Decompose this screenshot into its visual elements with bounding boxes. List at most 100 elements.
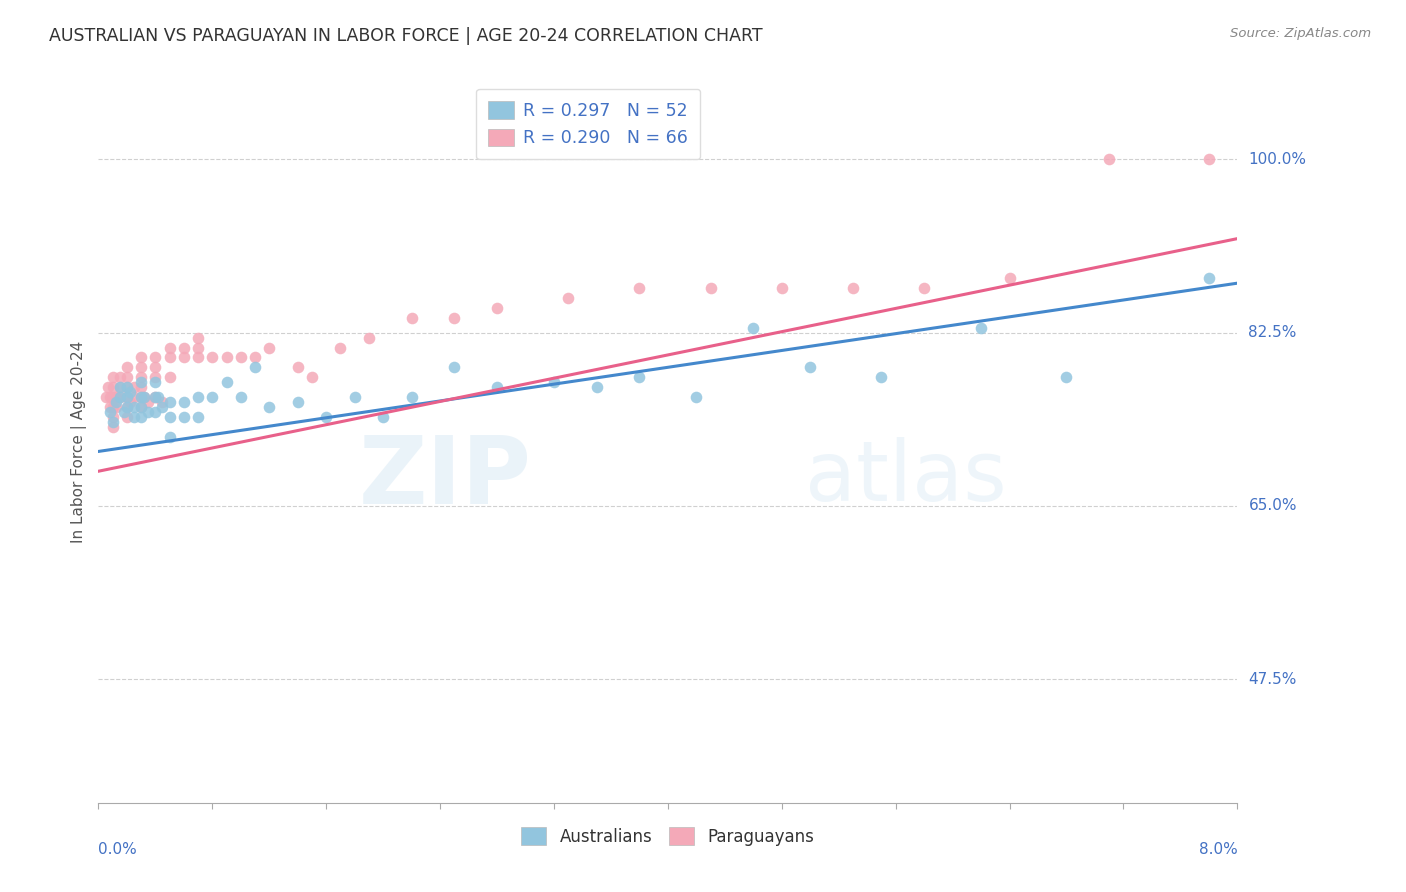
Point bbox=[173, 409, 195, 424]
Point bbox=[115, 380, 138, 394]
Point bbox=[129, 375, 152, 389]
Point bbox=[486, 380, 509, 394]
Point bbox=[129, 390, 152, 404]
Point bbox=[145, 370, 167, 384]
Point bbox=[101, 409, 124, 424]
Point bbox=[1198, 271, 1220, 285]
Point bbox=[201, 390, 224, 404]
Point bbox=[122, 380, 145, 394]
Point bbox=[159, 341, 181, 355]
Point bbox=[101, 380, 124, 394]
Point bbox=[108, 380, 131, 394]
Point bbox=[104, 400, 127, 414]
Point bbox=[912, 281, 935, 295]
Point bbox=[94, 390, 117, 404]
Point bbox=[187, 341, 209, 355]
Text: atlas: atlas bbox=[804, 437, 1007, 518]
Point bbox=[115, 409, 138, 424]
Point bbox=[101, 370, 124, 384]
Point bbox=[443, 360, 465, 375]
Point bbox=[215, 351, 238, 365]
Point bbox=[329, 341, 352, 355]
Point bbox=[145, 351, 167, 365]
Point bbox=[229, 351, 252, 365]
Point bbox=[118, 395, 141, 409]
Point bbox=[357, 330, 380, 344]
Point bbox=[243, 351, 266, 365]
Point bbox=[136, 395, 159, 409]
Point bbox=[1198, 153, 1220, 167]
Point bbox=[129, 409, 152, 424]
Point bbox=[259, 400, 281, 414]
Point bbox=[1098, 153, 1121, 167]
Point bbox=[98, 400, 121, 414]
Point bbox=[343, 390, 366, 404]
Text: ZIP: ZIP bbox=[359, 432, 531, 524]
Point bbox=[115, 370, 138, 384]
Point bbox=[770, 281, 793, 295]
Point bbox=[108, 390, 131, 404]
Point bbox=[159, 409, 181, 424]
Point bbox=[301, 370, 323, 384]
Point bbox=[159, 351, 181, 365]
Point bbox=[145, 405, 167, 419]
Point bbox=[129, 360, 152, 375]
Point bbox=[118, 385, 141, 400]
Point bbox=[401, 310, 423, 325]
Text: 65.0%: 65.0% bbox=[1249, 499, 1296, 514]
Legend: Australians, Paraguayans: Australians, Paraguayans bbox=[515, 821, 821, 852]
Point bbox=[998, 271, 1021, 285]
Point bbox=[159, 429, 181, 443]
Point bbox=[104, 390, 127, 404]
Point bbox=[173, 341, 195, 355]
Point bbox=[187, 409, 209, 424]
Point bbox=[122, 409, 145, 424]
Point bbox=[742, 320, 765, 334]
Point bbox=[259, 341, 281, 355]
Point bbox=[108, 390, 131, 404]
Point bbox=[201, 351, 224, 365]
Point bbox=[187, 390, 209, 404]
Point bbox=[132, 390, 155, 404]
Point bbox=[173, 395, 195, 409]
Point bbox=[371, 409, 394, 424]
Point bbox=[699, 281, 721, 295]
Point bbox=[132, 390, 155, 404]
Point bbox=[799, 360, 821, 375]
Point bbox=[122, 400, 145, 414]
Point bbox=[970, 320, 993, 334]
Point bbox=[104, 395, 127, 409]
Point bbox=[115, 390, 138, 404]
Point bbox=[287, 360, 309, 375]
Point bbox=[628, 281, 651, 295]
Point bbox=[98, 390, 121, 404]
Point bbox=[129, 400, 152, 414]
Point bbox=[159, 370, 181, 384]
Text: 100.0%: 100.0% bbox=[1249, 152, 1306, 167]
Point bbox=[145, 390, 167, 404]
Point bbox=[145, 390, 167, 404]
Point bbox=[557, 291, 579, 305]
Point bbox=[443, 310, 465, 325]
Point bbox=[115, 400, 138, 414]
Point bbox=[152, 400, 174, 414]
Point bbox=[870, 370, 893, 384]
Point bbox=[122, 390, 145, 404]
Point bbox=[685, 390, 707, 404]
Point bbox=[145, 360, 167, 375]
Point bbox=[101, 390, 124, 404]
Point bbox=[136, 405, 159, 419]
Point bbox=[145, 375, 167, 389]
Point bbox=[97, 380, 120, 394]
Point bbox=[152, 395, 174, 409]
Text: 0.0%: 0.0% bbox=[98, 842, 138, 856]
Point bbox=[115, 400, 138, 414]
Point bbox=[112, 405, 135, 419]
Point bbox=[1056, 370, 1078, 384]
Point bbox=[101, 400, 124, 414]
Point bbox=[115, 390, 138, 404]
Point bbox=[401, 390, 423, 404]
Point bbox=[129, 380, 152, 394]
Point bbox=[129, 400, 152, 414]
Point bbox=[315, 409, 337, 424]
